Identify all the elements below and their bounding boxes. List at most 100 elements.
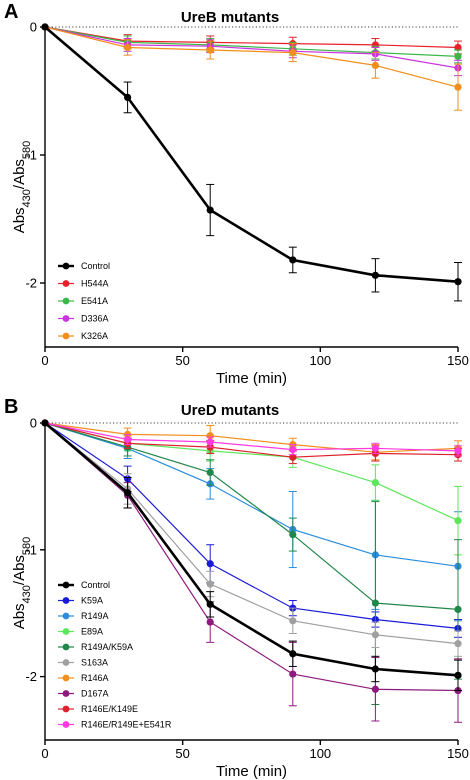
data-point: [206, 560, 214, 568]
legend-marker: [62, 643, 70, 651]
data-point: [371, 41, 379, 49]
series-k326a: [41, 23, 462, 111]
x-tick-label: 150: [447, 746, 469, 761]
y-axis-title-part: Abs: [11, 603, 28, 629]
legend-label: S163A: [81, 658, 108, 668]
legend-marker: [62, 581, 70, 589]
x-axis-title: Time (min): [216, 370, 287, 387]
y-tick-label: -1: [25, 542, 37, 557]
data-point: [124, 489, 132, 497]
series-line: [44, 26, 459, 283]
legend-marker: [62, 628, 70, 635]
legend-label: R149A: [81, 611, 109, 621]
legend-marker: [62, 332, 70, 340]
data-point: [289, 650, 297, 658]
data-point: [454, 605, 462, 613]
data-point: [454, 278, 462, 286]
legend-marker: [62, 612, 70, 620]
data-point: [454, 43, 462, 52]
data-point: [124, 43, 132, 52]
series-line: [44, 422, 459, 645]
panel-b: B UreD mutants 0 50 100 150 0 -1 -2 Time (min) Abs…: [4, 396, 469, 780]
series-line: [44, 422, 459, 458]
data-point: [289, 617, 297, 625]
series-line: [44, 422, 459, 692]
data-point: [454, 517, 462, 525]
data-point: [289, 49, 297, 57]
series-line: [44, 26, 459, 88]
legend-label: Control: [81, 261, 110, 271]
legend-label: E541A: [81, 296, 108, 306]
data-point: [289, 256, 297, 264]
legend-label: D167A: [81, 689, 109, 699]
legend-label: K326A: [81, 331, 108, 341]
y-axis-title-subscript: 430: [21, 585, 33, 603]
data-point: [41, 23, 49, 31]
x-tick-label: 0: [41, 746, 48, 761]
legend-label: E89A: [81, 627, 103, 637]
legend-marker: [62, 690, 70, 697]
data-point: [371, 631, 379, 639]
series-line: [44, 422, 459, 629]
legend-label: R149A/K59A: [81, 642, 133, 652]
y-tick-label: 0: [30, 20, 37, 35]
legend-marker: [62, 705, 70, 713]
data-point: [454, 640, 462, 648]
panel-letter: A: [4, 1, 18, 23]
data-point: [371, 685, 379, 693]
legend-label: R146A: [81, 673, 109, 683]
data-point: [124, 93, 132, 101]
legend: Control K59A R149A E89A R149A/K59A S163A R146A…: [58, 580, 172, 730]
series-d336a: [41, 23, 462, 77]
legend-label: K59A: [81, 596, 103, 606]
series-line: [44, 422, 459, 610]
y-axis-title: Abs430/Abs580: [11, 141, 33, 234]
series-line: [44, 26, 459, 69]
y-axis-title-subscript: 580: [21, 141, 33, 159]
panel-letter: B: [4, 396, 18, 418]
y-axis-title-part: /Abs: [11, 555, 28, 585]
legend: Control H544A E541A D336A K326A: [58, 261, 110, 341]
data-point: [289, 453, 297, 461]
y-tick-label: -1: [25, 148, 37, 163]
y-axis-title-part: /Abs: [11, 159, 28, 189]
x-tick-label: 150: [447, 353, 469, 368]
legend-marker: [62, 262, 70, 270]
x-tick-label: 0: [41, 353, 48, 368]
data-point: [371, 665, 379, 673]
y-axis-title-subscript: 430: [21, 189, 33, 207]
series-line: [44, 26, 459, 57]
legend-label: H544A: [81, 279, 109, 289]
data-point: [371, 599, 379, 607]
series-line: [44, 422, 459, 452]
data-point: [371, 478, 379, 487]
y-axis-title-part: Abs: [11, 207, 28, 233]
data-point: [206, 600, 214, 608]
data-point: [371, 444, 379, 452]
data-point: [206, 206, 214, 214]
legend-marker: [62, 659, 70, 666]
series-control: [41, 419, 462, 692]
data-point: [124, 435, 132, 444]
legend-marker: [62, 721, 70, 728]
legend-marker: [62, 315, 70, 322]
series-line: [44, 422, 459, 453]
data-point: [454, 671, 462, 679]
chart-title: UreD mutants: [181, 402, 279, 419]
series-control: [41, 23, 462, 302]
data-point: [206, 580, 214, 588]
data-point: [454, 83, 462, 91]
series-line: [44, 26, 459, 49]
x-axis-title: Time (min): [216, 763, 287, 780]
series-r146e-r149e-e541r: [41, 419, 462, 457]
data-point: [206, 438, 214, 446]
data-point: [289, 446, 297, 454]
legend-marker: [62, 674, 70, 682]
legend-label: R146E/R149E+E541R: [81, 720, 172, 730]
data-point: [206, 46, 214, 54]
y-tick-label: 0: [30, 416, 37, 431]
panel-a: A UreB mutants 0 50 100 150 0 -1 -2 Time (min) Abs…: [4, 1, 469, 387]
data-point: [206, 432, 214, 440]
data-point: [206, 618, 214, 626]
